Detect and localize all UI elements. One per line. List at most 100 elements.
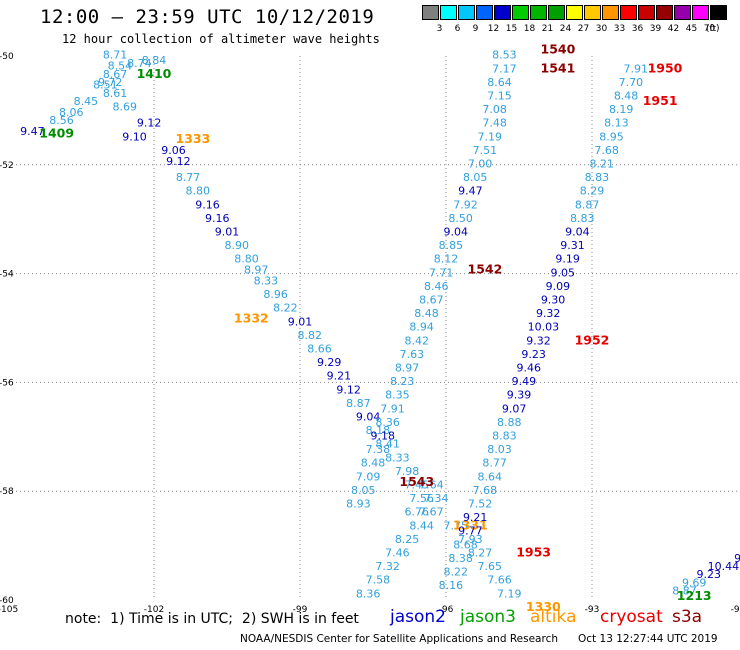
- wave-height-value: 8.64: [478, 470, 503, 483]
- wave-height-value: 8.27: [468, 546, 493, 559]
- wave-height-value: 7.09: [356, 470, 381, 483]
- lon-tick-label: -90: [731, 605, 740, 615]
- wave-height-value: 8.48: [414, 307, 439, 320]
- wave-height-value: 7.08: [482, 103, 507, 116]
- wave-height-value: 8.12: [434, 253, 459, 266]
- satellite-name: s3a: [672, 607, 703, 627]
- wave-height-value: 7.67: [419, 506, 444, 519]
- wave-height-value: 9.21: [327, 370, 352, 383]
- wave-height-value: 7.98: [395, 465, 420, 478]
- lon-tick-label: -99: [293, 605, 308, 615]
- wave-height-value: 8.36: [375, 416, 400, 429]
- wave-height-value: 8.44: [409, 519, 434, 532]
- wave-height-value: 8.69: [113, 100, 138, 113]
- legend-swatch: [440, 5, 457, 20]
- legend-swatch: [638, 5, 655, 20]
- wave-height-value: 8.33: [385, 451, 410, 464]
- pass-time-label: 1951: [643, 93, 678, 108]
- wave-height-value: 7.46: [385, 546, 410, 559]
- legend-label: 27: [577, 24, 590, 34]
- wave-height-value: 9.30: [541, 294, 566, 307]
- wave-height-value: 8.13: [604, 117, 629, 130]
- wave-height-value: 8.77: [176, 171, 201, 184]
- wave-height-value: 9.29: [317, 356, 342, 369]
- legend-swatch: [710, 5, 727, 20]
- legend-swatch: [458, 5, 475, 20]
- wave-height-value: 7.63: [400, 348, 425, 361]
- wave-height-value: 8.88: [497, 416, 522, 429]
- wave-height-value: 8.96: [263, 288, 288, 301]
- wave-height-value: 7.93: [458, 533, 483, 546]
- wave-height-value: 8.83: [585, 171, 610, 184]
- legend-label: 70: [703, 24, 716, 34]
- legend-swatch: [422, 5, 439, 20]
- wave-height-value: 7.92: [453, 198, 478, 211]
- legend-label: 36: [631, 24, 644, 34]
- wave-height-value: 9.04: [356, 410, 381, 423]
- wave-height-value: 7.52: [468, 498, 493, 511]
- legend-swatch: [692, 5, 709, 20]
- wave-height-value: 7.19: [478, 130, 503, 143]
- pass-time-label: 1333: [176, 131, 211, 146]
- legend-label: 12: [487, 24, 500, 34]
- lon-tick-label: -96: [439, 605, 454, 615]
- wave-height-value: 8.66: [307, 342, 332, 355]
- wave-height-value: 8.97: [395, 362, 420, 375]
- wave-height-value: 9.18: [370, 430, 395, 443]
- wave-height-value: 8.48: [614, 90, 639, 103]
- legend-label: 30: [595, 24, 608, 34]
- wave-height-value: 8.05: [463, 171, 488, 184]
- wave-height-value: 8.33: [254, 274, 279, 287]
- wave-height-value: 9.47: [20, 125, 45, 138]
- wave-height-value: 7.45: [405, 478, 430, 491]
- wave-height-value: 8.25: [395, 533, 420, 546]
- legend-label: 9: [472, 24, 479, 34]
- wave-height-value: 8.36: [356, 587, 381, 600]
- wave-height-value: 7.19: [497, 587, 522, 600]
- wave-height-value: 9.23: [521, 348, 546, 361]
- page-subtitle: 12 hour collection of altimeter wave hei…: [62, 32, 380, 46]
- wave-height-value: 9.32: [526, 334, 551, 347]
- wave-height-value: 8.48: [361, 457, 386, 470]
- wave-height-value: 8.21: [589, 158, 614, 171]
- legend-swatch: [548, 5, 565, 20]
- lat-tick-label: -50: [0, 52, 14, 62]
- legend-label: 39: [649, 24, 662, 34]
- lat-tick-label: -58: [0, 487, 14, 497]
- wave-height-value: 7.34: [424, 492, 449, 505]
- wave-height-value: 9.32: [536, 307, 561, 320]
- wave-height-value: 7.68: [594, 144, 619, 157]
- wave-height-value: 9.23: [697, 568, 722, 581]
- wave-height-value: 7.51: [473, 144, 498, 157]
- lon-tick-label: -102: [144, 605, 164, 615]
- wave-height-value: 9.12: [137, 117, 162, 130]
- wave-height-value: 7.58: [366, 574, 391, 587]
- wave-height-value: 9.05: [551, 266, 576, 279]
- wave-height-value: 8.29: [580, 185, 605, 198]
- wave-height-value: 8.05: [351, 484, 376, 497]
- wave-height-value: 9.06: [161, 144, 186, 157]
- legend-label: 3: [436, 24, 443, 34]
- wave-height-value: 7.71: [429, 266, 454, 279]
- wave-height-value: 8.87: [346, 397, 371, 410]
- wave-height-value: 9.12: [336, 383, 361, 396]
- pass-time-label: 1952: [575, 332, 610, 347]
- satellite-name: altika: [530, 607, 577, 627]
- legend-label: 33: [613, 24, 626, 34]
- wave-height-value: 7.17: [492, 62, 517, 75]
- wave-height-value: 9.07: [502, 402, 527, 415]
- wave-height-value: 7.66: [487, 574, 512, 587]
- wave-height-value: 8.84: [142, 54, 167, 67]
- wave-height-value: 8.42: [405, 334, 430, 347]
- wave-height-value: 9.46: [516, 362, 541, 375]
- satellite-name: jason3: [460, 607, 516, 627]
- wave-height-value: 9.31: [560, 239, 585, 252]
- wave-height-value: 8.53: [492, 49, 517, 62]
- legend-swatch: [494, 5, 511, 20]
- legend-label: 21: [541, 24, 554, 34]
- wave-height-value: 7.00: [468, 158, 493, 171]
- pass-time-label: 1409: [39, 126, 74, 141]
- wave-height-value: 8.41: [375, 438, 400, 451]
- wave-height-value: 9.04: [565, 226, 590, 239]
